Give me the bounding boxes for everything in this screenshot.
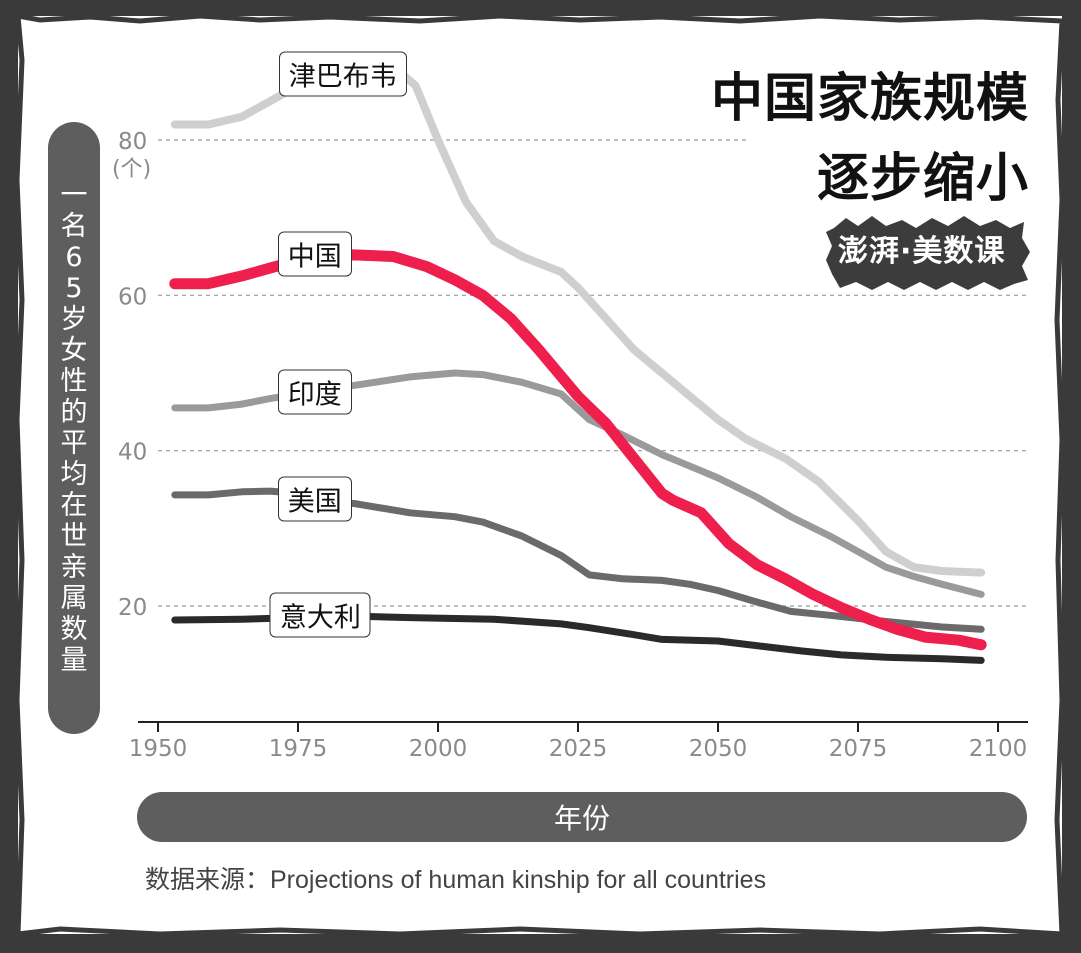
y-tick-label: 60 bbox=[118, 284, 147, 310]
x-tick-label: 2000 bbox=[409, 736, 468, 762]
series-label-china: 中国 bbox=[277, 231, 352, 277]
y-tick-label: 80 bbox=[118, 129, 147, 155]
x-axis: 1950 1975 2000 2025 2050 2075 2100 bbox=[129, 721, 1028, 762]
series-label-zimbabwe: 津巴布韦 bbox=[278, 51, 407, 97]
y-tick-label: 40 bbox=[118, 440, 147, 466]
x-tick-label: 2025 bbox=[549, 736, 608, 762]
y-tick-label: 20 bbox=[118, 595, 147, 621]
data-source-note: 数据来源：Projections of human kinship for al… bbox=[145, 866, 767, 894]
series-line-china bbox=[169, 249, 987, 651]
x-tick-label: 1975 bbox=[269, 736, 328, 762]
x-tick-label: 2050 bbox=[689, 736, 748, 762]
x-tick-label: 2100 bbox=[969, 736, 1028, 762]
y-axis-label-pill: 一名65岁女性的平均在世亲属数量 bbox=[48, 122, 100, 734]
series-label-usa: 美国 bbox=[277, 476, 352, 522]
brand-logo-badge bbox=[826, 216, 1030, 290]
chart-title-line-2: 逐步缩小 bbox=[816, 149, 1029, 209]
x-axis-label-pill: 年份 bbox=[137, 792, 1027, 842]
series-label-italy: 意大利 bbox=[269, 592, 371, 638]
y-axis-label: 一名65岁女性的平均在世亲属数量 bbox=[60, 180, 88, 676]
y-unit-label: (个) bbox=[112, 157, 151, 182]
x-tick-label: 2075 bbox=[829, 736, 888, 762]
x-axis-label: 年份 bbox=[553, 802, 610, 835]
chart-title-line-1: 中国家族规模 bbox=[710, 69, 1029, 129]
x-tick-label: 1950 bbox=[129, 736, 188, 762]
brand-logo-text: 澎湃·美数课 bbox=[838, 234, 1006, 269]
series-label-india: 印度 bbox=[277, 369, 352, 415]
